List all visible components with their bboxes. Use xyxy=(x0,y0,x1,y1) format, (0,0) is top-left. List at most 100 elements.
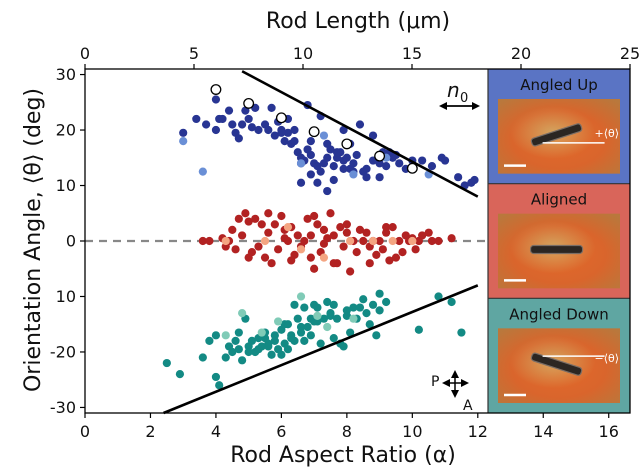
data-point-angled-up-39 xyxy=(382,161,391,171)
inset-panel-aligned: Aligned xyxy=(488,183,630,299)
data-point-aligned-46 xyxy=(352,247,361,257)
inset-title: Angled Down xyxy=(509,305,608,323)
data-point-aligned-10 xyxy=(270,220,279,229)
data-point-angled-down-4 xyxy=(211,372,221,382)
open-marker-2 xyxy=(275,112,287,124)
data-point-angled-down-47 xyxy=(382,297,391,307)
data-point-angled-down-3 xyxy=(205,336,214,345)
data-point-aligned-19 xyxy=(319,225,329,235)
open-marker-6 xyxy=(406,162,418,174)
rod-particle xyxy=(529,244,584,255)
x2-tick-label-4: 20 xyxy=(511,44,531,63)
fit-line-0 xyxy=(241,70,479,198)
data-point-angled-down-71 xyxy=(224,342,234,351)
data-point-aligned-light-5 xyxy=(346,236,355,246)
open-marker-1 xyxy=(243,97,255,109)
data-point-aligned-69 xyxy=(391,253,401,262)
data-point-angled-up-33 xyxy=(349,159,358,168)
data-point-aligned-14 xyxy=(293,231,302,240)
data-point-aligned-11 xyxy=(277,211,286,221)
data-point-angled-up-45 xyxy=(427,161,437,171)
fit-line-1 xyxy=(163,284,479,415)
data-point-aligned-67 xyxy=(346,267,355,276)
data-point-angled-down-48 xyxy=(414,325,423,334)
data-point-angled-up-31 xyxy=(342,153,351,162)
data-point-angled-up-70 xyxy=(228,120,237,129)
data-point-angled-up-light-4 xyxy=(349,170,358,179)
x-tick-label-5: 10 xyxy=(402,422,422,441)
data-point-angled-up-76 xyxy=(224,106,234,115)
data-point-angled-down-72 xyxy=(244,347,253,357)
x2-tick-label-2: 10 xyxy=(293,44,313,63)
data-point-angled-down-8 xyxy=(231,336,240,345)
data-point-aligned-58 xyxy=(359,236,368,246)
data-point-angled-down-2 xyxy=(198,353,207,362)
analyzer-label: A xyxy=(463,398,473,414)
data-point-aligned-0 xyxy=(198,236,207,246)
data-point-angled-up-78 xyxy=(264,125,273,135)
data-point-angled-down-50 xyxy=(447,297,456,307)
open-marker-0 xyxy=(210,84,222,95)
data-point-angled-up-44 xyxy=(418,156,427,165)
data-point-aligned-68 xyxy=(365,259,374,268)
data-point-aligned-6 xyxy=(244,217,253,226)
angle-label: −⟨θ⟩ xyxy=(595,352,620,365)
data-point-aligned-43 xyxy=(306,253,315,262)
data-point-angled-down-light-7 xyxy=(349,314,358,323)
data-point-aligned-23 xyxy=(342,220,351,229)
data-point-angled-up-38 xyxy=(375,159,384,168)
open-marker-5 xyxy=(374,150,386,162)
data-point-aligned-62 xyxy=(244,253,253,262)
data-point-angled-down-light-3 xyxy=(274,317,283,326)
x2-tick-label-0: 0 xyxy=(80,44,90,63)
data-point-angled-down-6 xyxy=(221,353,230,362)
data-point-angled-down-63 xyxy=(234,328,243,337)
y-tick-label-5: 20 xyxy=(56,121,76,140)
data-point-angled-down-69 xyxy=(329,300,338,309)
data-point-aligned-18 xyxy=(313,220,322,229)
data-point-angled-down-23 xyxy=(283,345,293,354)
data-point-aligned-light-3 xyxy=(296,245,306,254)
data-point-angled-down-49 xyxy=(434,292,443,301)
data-point-aligned-37 xyxy=(447,234,456,243)
y-tick-label-4: 10 xyxy=(56,176,76,195)
data-point-angled-down-76 xyxy=(296,322,306,332)
data-point-aligned-22 xyxy=(336,223,345,232)
data-point-angled-up-6 xyxy=(254,125,263,135)
data-point-aligned-53 xyxy=(254,242,263,251)
data-point-angled-up-8 xyxy=(270,131,279,140)
data-point-aligned-41 xyxy=(274,245,283,254)
data-point-angled-down-9 xyxy=(234,345,243,354)
y-axis-title: Orientation Angle, ⟨θ⟩ (deg) xyxy=(21,88,46,392)
data-point-angled-up-75 xyxy=(211,125,221,135)
data-point-aligned-20 xyxy=(326,209,335,218)
data-point-angled-up-87 xyxy=(375,173,384,182)
x-tick-label-6: 12 xyxy=(468,422,488,441)
data-point-angled-up-light-1 xyxy=(198,167,207,176)
x-tick-label-1: 2 xyxy=(145,422,155,441)
data-point-aligned-74 xyxy=(319,239,329,248)
data-point-angled-down-46 xyxy=(375,289,384,298)
data-point-aligned-light-7 xyxy=(388,236,397,246)
inset-panels: +⟨θ⟩ Angled Up Aligned −⟨θ⟩ Angled Down xyxy=(487,69,630,413)
data-point-aligned-77 xyxy=(382,223,391,232)
data-point-angled-down-30 xyxy=(306,331,315,340)
data-point-angled-down-12 xyxy=(247,336,257,345)
x-tick-label-7: 14 xyxy=(533,422,553,441)
y-tick-label-3: 0 xyxy=(66,232,76,251)
data-point-angled-up-81 xyxy=(313,178,322,187)
data-point-aligned-26 xyxy=(362,228,371,237)
data-point-angled-up-62 xyxy=(277,128,286,137)
polarizer-analyzer-indicator: P A xyxy=(431,370,473,414)
data-point-angled-down-light-6 xyxy=(323,322,332,332)
x-tick-label-3: 6 xyxy=(276,422,286,441)
data-point-aligned-48 xyxy=(385,256,394,265)
data-point-angled-up-84 xyxy=(339,164,348,173)
data-point-aligned-61 xyxy=(427,236,437,246)
data-point-angled-down-66 xyxy=(283,320,293,329)
data-point-aligned-17 xyxy=(310,211,319,221)
data-point-angled-up-64 xyxy=(267,103,276,112)
data-point-angled-up-light-0 xyxy=(179,137,188,146)
data-point-angled-down-33 xyxy=(316,339,325,348)
data-point-angled-up-67 xyxy=(332,148,342,157)
